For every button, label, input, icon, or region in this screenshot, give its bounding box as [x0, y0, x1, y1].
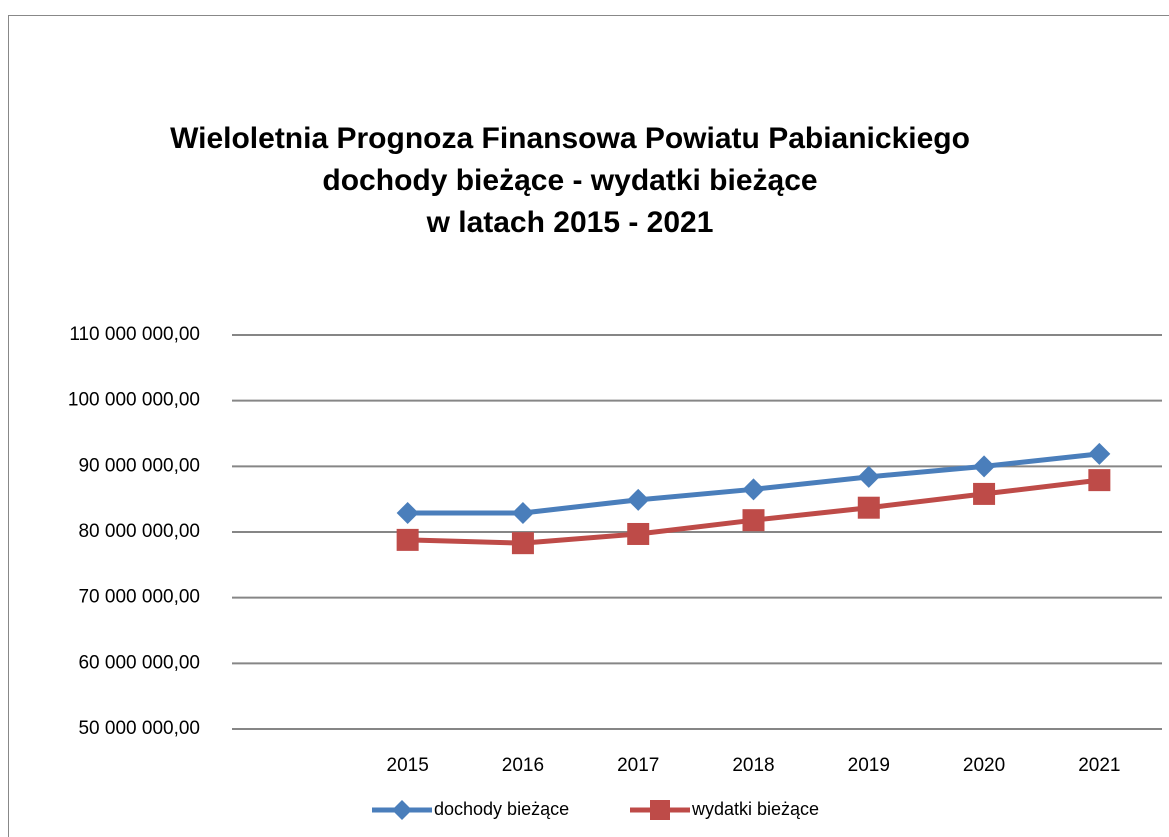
chart-title: dochody bieżące - wydatki bieżące — [322, 164, 817, 197]
data-point — [627, 522, 650, 545]
y-tick-label: 50 000 000,00 — [78, 718, 200, 739]
x-tick-label: 2019 — [848, 755, 890, 776]
y-tick-label: 110 000 000,00 — [69, 324, 200, 345]
data-point — [396, 528, 419, 551]
data-point — [857, 465, 880, 488]
x-tick-label: 2020 — [963, 755, 1005, 776]
data-point — [973, 455, 996, 478]
legend-label: wydatki bieżące — [691, 799, 819, 819]
y-tick-label: 100 000 000,00 — [68, 390, 200, 411]
chart-title: w latach 2015 - 2021 — [426, 206, 714, 239]
legend-marker — [392, 800, 412, 820]
data-point — [1088, 442, 1111, 465]
y-tick-label: 80 000 000,00 — [78, 521, 200, 542]
data-point — [1088, 469, 1111, 492]
legend-label: dochody bieżące — [434, 799, 569, 819]
x-tick-label: 2015 — [387, 755, 429, 776]
legend-marker — [650, 800, 670, 820]
data-point — [396, 501, 419, 524]
data-point — [742, 509, 765, 532]
data-point — [857, 496, 880, 519]
x-tick-label: 2017 — [617, 755, 659, 776]
y-tick-label: 70 000 000,00 — [78, 587, 200, 608]
x-tick-label: 2018 — [732, 755, 774, 776]
x-tick-label: 2021 — [1078, 755, 1120, 776]
data-point — [742, 478, 765, 501]
data-point — [973, 482, 996, 505]
data-point — [511, 501, 534, 524]
y-tick-label: 90 000 000,00 — [78, 455, 200, 476]
chart-frame — [8, 15, 1169, 837]
x-tick-label: 2016 — [502, 755, 544, 776]
chart-title: Wieloletnia Prognoza Finansowa Powiatu P… — [170, 122, 970, 155]
data-point — [511, 532, 534, 555]
data-point — [627, 488, 650, 511]
y-tick-label: 60 000 000,00 — [78, 652, 200, 673]
